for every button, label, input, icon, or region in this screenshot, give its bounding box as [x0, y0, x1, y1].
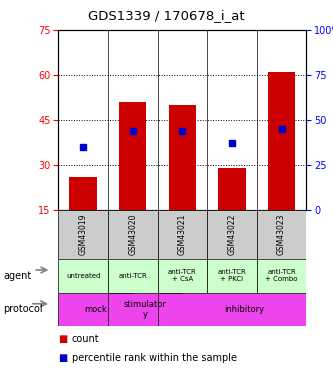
Text: ■: ■ — [58, 334, 68, 344]
Bar — [268, 72, 295, 210]
Text: inhibitory: inhibitory — [224, 305, 264, 314]
Text: anti-TCR
+ Combo: anti-TCR + Combo — [265, 269, 298, 282]
Bar — [58, 259, 108, 292]
Bar — [108, 210, 158, 259]
Text: GSM43020: GSM43020 — [128, 214, 137, 255]
Text: agent: agent — [3, 271, 32, 280]
Bar — [257, 259, 306, 292]
Text: GSM43022: GSM43022 — [227, 214, 236, 255]
Bar — [158, 259, 207, 292]
Text: GSM43019: GSM43019 — [79, 214, 88, 255]
Text: ■: ■ — [58, 353, 68, 363]
Text: anti-TCR: anti-TCR — [118, 273, 147, 279]
Text: stimulator
y: stimulator y — [124, 300, 166, 319]
Bar — [119, 102, 146, 210]
Text: protocol: protocol — [3, 304, 43, 314]
Text: GDS1339 / 170678_i_at: GDS1339 / 170678_i_at — [88, 9, 245, 22]
Text: GSM43021: GSM43021 — [178, 214, 187, 255]
Bar — [257, 210, 306, 259]
Bar — [169, 105, 196, 210]
Text: percentile rank within the sample: percentile rank within the sample — [72, 353, 236, 363]
Bar — [207, 210, 257, 259]
Text: count: count — [72, 334, 99, 344]
Bar — [70, 177, 97, 210]
Bar — [108, 292, 182, 326]
Text: anti-TCR
+ CsA: anti-TCR + CsA — [168, 269, 197, 282]
Bar — [218, 168, 245, 210]
Bar — [58, 292, 133, 326]
Bar — [207, 259, 257, 292]
Text: GSM43023: GSM43023 — [277, 214, 286, 255]
Text: untreated: untreated — [66, 273, 100, 279]
Bar — [158, 210, 207, 259]
Text: anti-TCR
+ PKCi: anti-TCR + PKCi — [217, 269, 246, 282]
Bar — [158, 292, 331, 326]
Text: mock: mock — [84, 305, 107, 314]
Bar — [108, 259, 158, 292]
Bar — [58, 210, 108, 259]
